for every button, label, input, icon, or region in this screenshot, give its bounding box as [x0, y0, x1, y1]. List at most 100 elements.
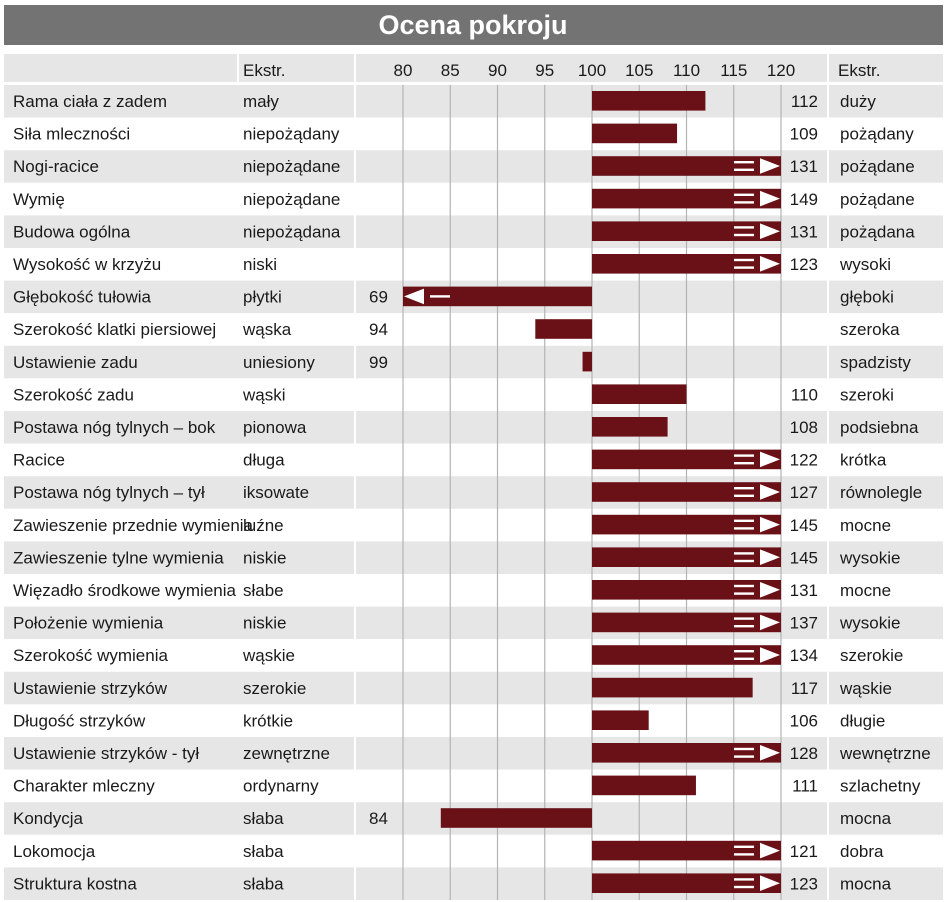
row-background: [4, 574, 943, 607]
trait-label: Charakter mleczny: [13, 777, 155, 796]
low-extreme-label: luźne: [243, 516, 284, 535]
bar: [403, 286, 592, 307]
bar: [592, 91, 706, 111]
overflow-arrow-line: [734, 161, 754, 164]
trait-label: Ustawienie strzyków: [13, 679, 168, 698]
bar: [592, 449, 781, 470]
row-background: [4, 411, 943, 444]
bar: [592, 873, 781, 893]
row-background: [4, 606, 943, 640]
high-extreme-label: szlachetny: [840, 777, 921, 796]
value-label: 131: [790, 581, 818, 600]
header-row: Ekstr. Ekstr. 80 85 90 95 100 105 110 115 120: [4, 54, 943, 82]
overflow-arrow-line: [734, 233, 754, 237]
row-background: [4, 313, 943, 346]
overflow-arrow-line: [734, 657, 754, 660]
overflow-arrow-line: [734, 519, 754, 522]
low-extreme-label: niskie: [243, 614, 286, 633]
tick-label: 100: [578, 61, 606, 80]
trait-label: Ustawienie zadu: [13, 353, 138, 372]
high-extreme-label: mocne: [840, 581, 891, 600]
overflow-arrow-line: [734, 487, 754, 490]
row-background: [4, 671, 943, 705]
overflow-arrow-line: [734, 747, 754, 751]
trait-label: Głębokość tułowia: [13, 288, 152, 307]
value-label: 121: [790, 842, 818, 861]
bar: [592, 188, 781, 209]
bar: [592, 123, 678, 144]
low-extreme-label: uniesiony: [243, 353, 315, 372]
value-label: 94: [369, 320, 388, 339]
high-extreme-label: wewnętrzne: [839, 744, 931, 763]
value-label: 149: [790, 190, 818, 209]
bar: [582, 351, 592, 372]
bar: [592, 677, 753, 698]
bars: [403, 91, 781, 893]
row-background: [4, 345, 943, 379]
overflow-arrow-line: [734, 584, 754, 588]
overflow-arrow-line: [734, 462, 754, 465]
trait-label: Budowa ogólna: [13, 222, 131, 241]
tick-label: 110: [673, 61, 700, 80]
tick-label: 90: [488, 61, 507, 80]
trait-label: Lokomocja: [13, 842, 96, 861]
bar: [592, 645, 781, 665]
high-extreme-label: pożądane: [840, 190, 915, 209]
row-background: [4, 834, 943, 868]
bar: [592, 156, 781, 176]
trait-label: Ustawienie strzyków - tył: [13, 744, 199, 763]
value-label: 109: [790, 125, 818, 144]
value-label: 123: [790, 255, 818, 274]
value-label: 145: [790, 548, 818, 567]
high-extreme-label: szeroka: [840, 320, 900, 339]
trait-label: Długość strzyków: [13, 711, 146, 730]
low-extreme-label: pionowa: [243, 418, 307, 437]
low-extreme-label: wąskie: [242, 646, 295, 665]
overflow-arrow-line: [734, 845, 754, 848]
row-background: [4, 85, 943, 118]
overflow-arrow: [760, 223, 780, 239]
value-label: 99: [369, 353, 388, 372]
high-extreme-label: pożądany: [840, 125, 914, 144]
trait-label: Struktura kostna: [13, 874, 137, 893]
overflow-arrow: [404, 288, 424, 305]
value-label: 69: [369, 288, 388, 307]
low-extreme-label: niski: [243, 255, 277, 274]
low-extreme-label: słaba: [243, 809, 284, 828]
low-extreme-label: krótkie: [243, 711, 293, 730]
value-label: 84: [369, 809, 388, 828]
overflow-arrow-line: [734, 617, 754, 620]
overflow-arrow-line: [734, 878, 754, 881]
chart-title: Ocena pokroju: [378, 10, 567, 40]
bar: [592, 514, 781, 535]
bar: [592, 775, 696, 796]
trait-label: Rama ciała z zadem: [13, 92, 167, 111]
trait-label: Położenie wymienia: [13, 614, 164, 633]
trait-label: Szerokość wymienia: [13, 646, 168, 665]
overflow-arrow: [760, 451, 780, 468]
overflow-arrow: [760, 875, 780, 891]
bar: [592, 612, 781, 633]
bar: [592, 547, 781, 567]
header-extreme-right: Ekstr.: [838, 61, 881, 80]
bar: [592, 384, 687, 404]
row-background: [4, 508, 943, 542]
high-extreme-label: podsiebna: [840, 418, 919, 437]
row-background: [4, 541, 943, 574]
bar: [440, 808, 592, 828]
overflow-arrow-line: [734, 650, 754, 653]
row-background: [4, 215, 943, 248]
trait-label: Postawa nóg tylnych – tył: [13, 483, 205, 502]
low-extreme-label: niepożądane: [243, 190, 340, 209]
title-bar: [4, 5, 943, 45]
overflow-arrow: [760, 484, 780, 500]
overflow-arrow-line: [734, 527, 754, 530]
tick-label: 95: [535, 61, 554, 80]
bar: [592, 417, 668, 437]
header-band: [4, 54, 943, 82]
overflow-arrow-line: [734, 559, 754, 563]
trait-label: Szerokość klatki piersiowej: [13, 320, 216, 339]
overflow-arrow: [760, 158, 780, 174]
high-extreme-label: wysokie: [839, 548, 900, 567]
high-extreme-label: wąskie: [839, 679, 892, 698]
